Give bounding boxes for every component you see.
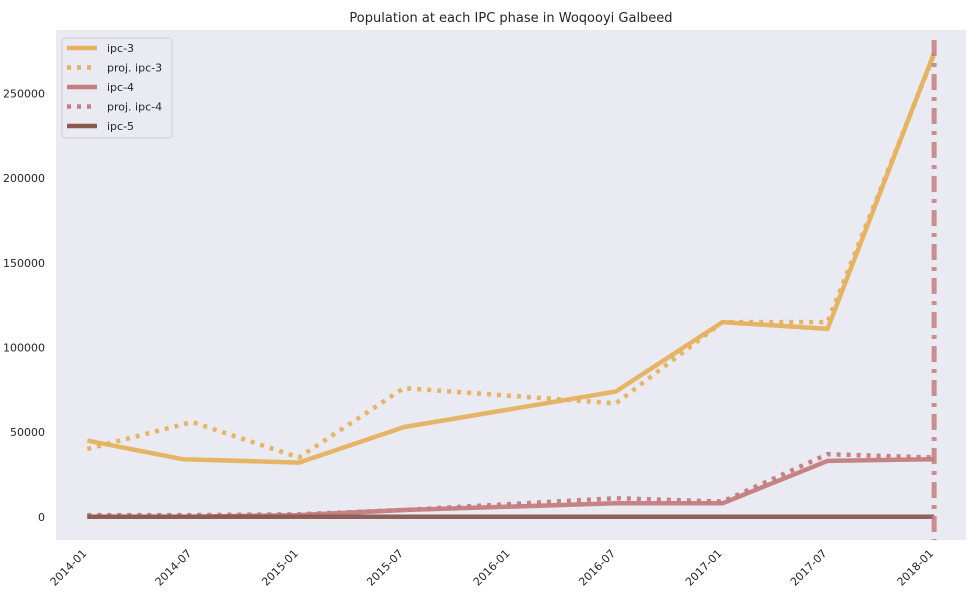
chart-title: Population at each IPC phase in Woqooyi … — [349, 11, 672, 26]
x-tick-label: 2017-01 — [683, 547, 725, 589]
y-tick-label: 250000 — [3, 87, 45, 100]
x-tick-label: 2015-01 — [259, 547, 301, 589]
y-tick-label: 150000 — [3, 257, 45, 270]
x-tick-label: 2017-07 — [788, 547, 830, 589]
x-tick-label: 2015-07 — [364, 547, 406, 589]
legend-label: proj. ipc-3 — [107, 62, 162, 75]
y-tick-label: 0 — [38, 511, 45, 524]
y-tick-label: 100000 — [3, 341, 45, 354]
x-tick-label: 2016-07 — [576, 547, 618, 589]
series-line-proj-ipc-3 — [86, 53, 937, 460]
legend-items: ipc-3 proj. ipc-3 ipc-4 proj. ipc-4 ipc-5 — [67, 42, 162, 133]
series-line-ipc-3 — [86, 52, 937, 465]
x-axis: 2014-01 2014-07 2015-01 2015-07 2016-01 2016-… — [48, 547, 937, 589]
y-tick-label: 200000 — [3, 172, 45, 185]
plot-area — [56, 30, 966, 540]
y-tick-label: 50000 — [10, 426, 45, 439]
y-axis: 0 50000 100000 150000 200000 250000 — [3, 87, 45, 523]
legend-label: ipc-5 — [107, 120, 134, 133]
x-tick-label: 2016-01 — [471, 547, 513, 589]
legend-label: ipc-4 — [107, 81, 134, 94]
legend-frame — [61, 37, 173, 139]
legend-label: ipc-3 — [107, 42, 134, 55]
series-layer — [86, 52, 937, 520]
x-tick-label: 2018-01 — [895, 547, 937, 589]
legend-label: proj. ipc-4 — [107, 101, 162, 114]
x-tick-label: 2014-01 — [48, 547, 90, 589]
legend: ipc-3 proj. ipc-3 ipc-4 proj. ipc-4 ipc-5 — [61, 37, 173, 139]
x-tick-label: 2014-07 — [153, 547, 195, 589]
